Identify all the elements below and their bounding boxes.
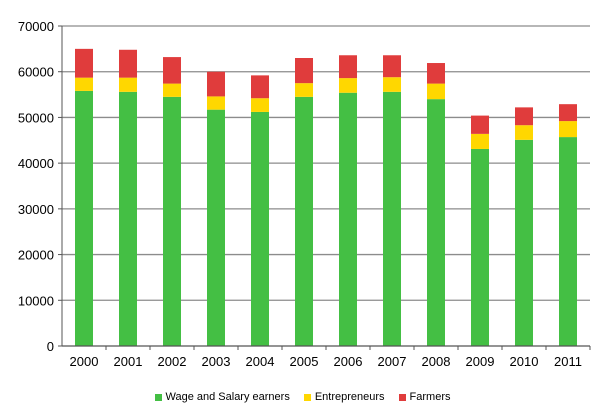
bar-entrepreneurs-2008	[427, 83, 445, 100]
bar-entrepreneurs-2000	[75, 77, 93, 91]
bar-farmers-2004	[251, 75, 269, 99]
legend: Wage and Salary earners Entrepreneurs Farm…	[0, 391, 605, 403]
legend-swatch	[154, 393, 162, 401]
bar-wage-and-salary-earners-2002	[163, 96, 181, 346]
legend-item: Entrepreneurs	[303, 391, 385, 403]
y-tick-label: 40000	[18, 156, 54, 171]
bar-entrepreneurs-2006	[339, 78, 357, 93]
x-tick-label: 2001	[114, 354, 143, 369]
legend-swatch	[398, 393, 406, 401]
bar-entrepreneurs-2007	[383, 77, 401, 92]
bar-entrepreneurs-2002	[163, 83, 181, 97]
bar-farmers-2008	[427, 63, 445, 84]
legend-swatch	[303, 393, 311, 401]
bar-entrepreneurs-2001	[119, 77, 137, 92]
x-tick-label: 2002	[158, 354, 187, 369]
bar-farmers-2011	[559, 104, 577, 122]
bar-entrepreneurs-2004	[251, 98, 269, 112]
bar-entrepreneurs-2003	[207, 96, 225, 110]
bar-farmers-2007	[383, 55, 401, 78]
x-tick-label: 2009	[466, 354, 495, 369]
bar-wage-and-salary-earners-2007	[383, 91, 401, 346]
bar-wage-and-salary-earners-2010	[515, 139, 533, 346]
bar-farmers-2002	[163, 57, 181, 84]
y-tick-label: 60000	[18, 65, 54, 80]
bar-wage-and-salary-earners-2001	[119, 91, 137, 346]
bar-entrepreneurs-2011	[559, 121, 577, 138]
legend-label: Farmers	[409, 391, 451, 403]
bar-farmers-2010	[515, 107, 533, 126]
y-tick-label: 70000	[18, 19, 54, 34]
y-tick-label: 30000	[18, 202, 54, 217]
x-tick-label: 2005	[290, 354, 319, 369]
x-tick-label: 2000	[70, 354, 99, 369]
bar-entrepreneurs-2009	[471, 133, 489, 149]
legend-label: Wage and Salary earners	[165, 391, 290, 403]
x-tick-label: 2004	[246, 354, 275, 369]
bar-wage-and-salary-earners-2003	[207, 109, 225, 347]
bar-wage-and-salary-earners-2009	[471, 148, 489, 346]
bar-wage-and-salary-earners-2011	[559, 137, 577, 346]
x-tick-label: 2007	[378, 354, 407, 369]
legend-item: Farmers	[398, 391, 451, 403]
legend-label: Entrepreneurs	[314, 391, 385, 403]
y-tick-label: 20000	[18, 248, 54, 263]
y-tick-label: 50000	[18, 110, 54, 125]
x-tick-label: 2003	[202, 354, 231, 369]
bar-wage-and-salary-earners-2004	[251, 111, 269, 346]
x-tick-label: 2006	[334, 354, 363, 369]
x-tick-label: 2008	[422, 354, 451, 369]
bar-wage-and-salary-earners-2008	[427, 99, 445, 347]
bar-farmers-2003	[207, 71, 225, 97]
bar-farmers-2009	[471, 115, 489, 134]
bar-wage-and-salary-earners-2006	[339, 92, 357, 346]
x-tick-label: 2010	[510, 354, 539, 369]
y-tick-label: 0	[47, 339, 54, 354]
legend-item: Wage and Salary earners	[154, 391, 290, 403]
bar-farmers-2000	[75, 48, 93, 78]
y-tick-label: 10000	[18, 293, 54, 308]
bar-farmers-2006	[339, 55, 357, 79]
bar-wage-and-salary-earners-2005	[295, 96, 313, 346]
bar-farmers-2005	[295, 58, 313, 84]
bar-farmers-2001	[119, 49, 137, 78]
bar-entrepreneurs-2005	[295, 83, 313, 97]
bar-entrepreneurs-2010	[515, 125, 533, 140]
bar-wage-and-salary-earners-2000	[75, 90, 93, 347]
x-tick-label: 2011	[554, 354, 582, 369]
